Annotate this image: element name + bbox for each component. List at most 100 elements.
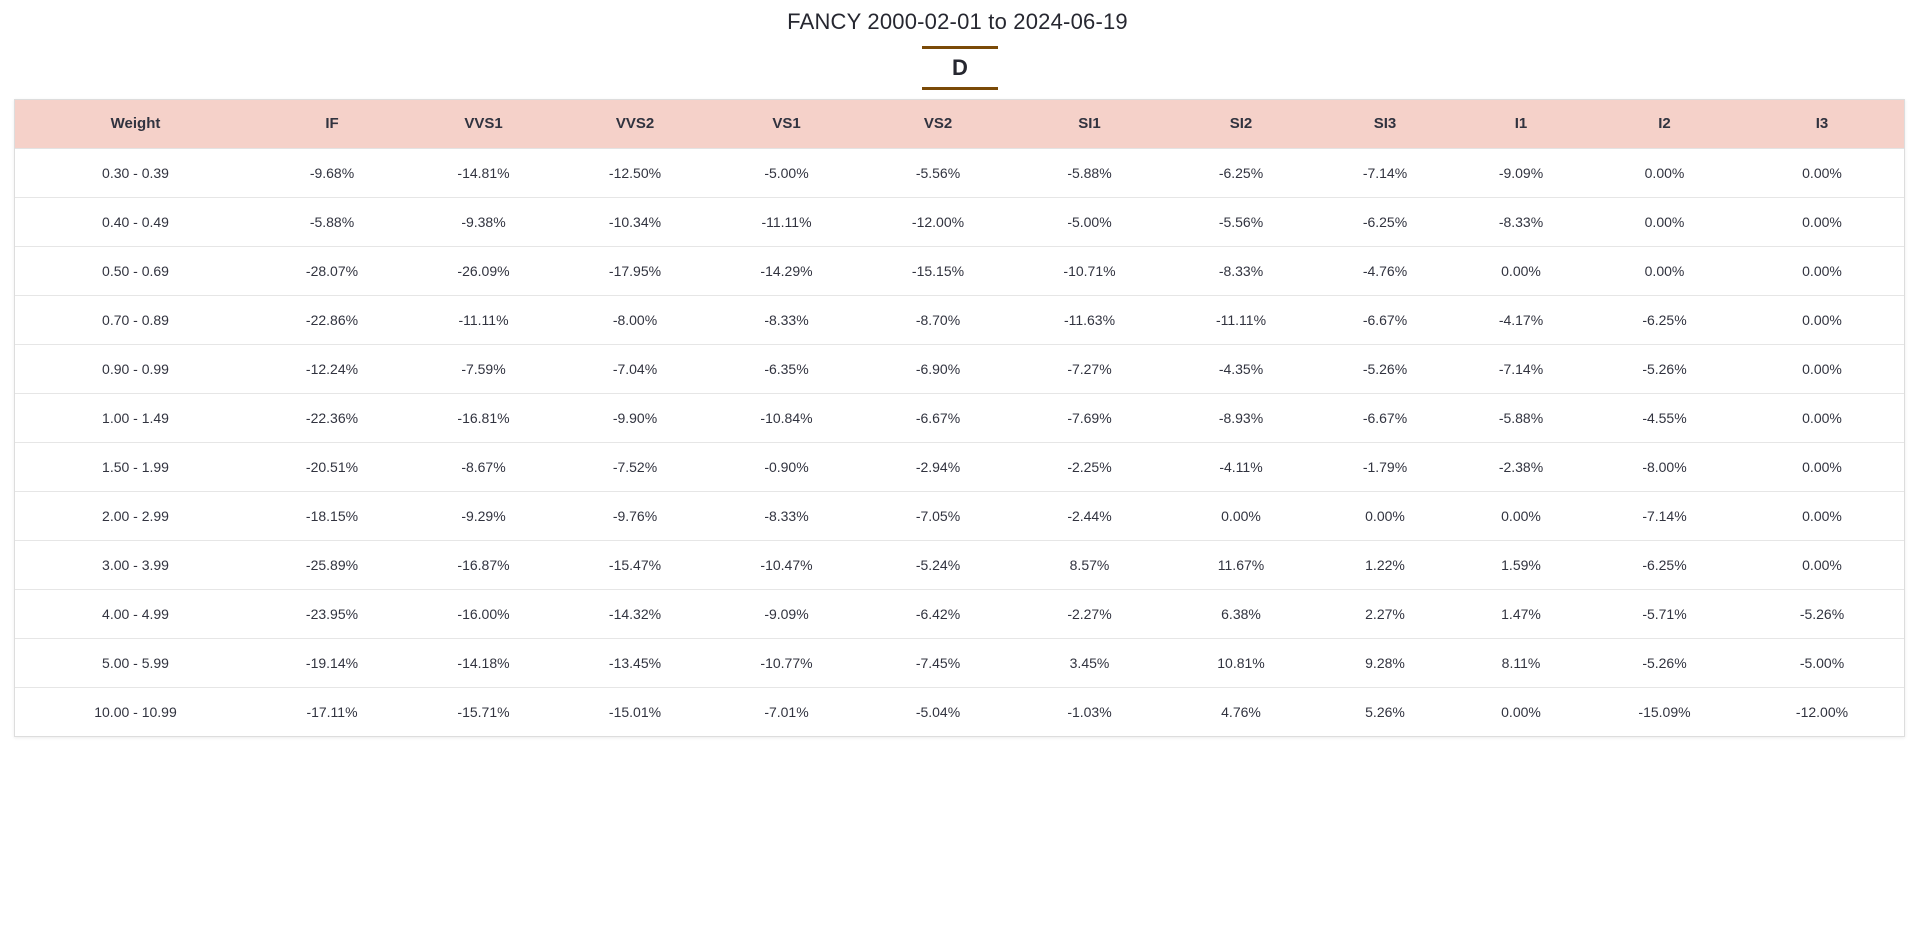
column-header-vvs2[interactable]: VVS2 <box>559 100 711 149</box>
weight-cell: 0.50 - 0.69 <box>102 262 169 279</box>
value-cell: -12.50% <box>608 164 662 181</box>
value-cell: -10.77% <box>760 654 813 671</box>
value-cell: -19.14% <box>305 654 359 671</box>
table-row: 5.00 - 5.99 -19.14% -14.18% -13.45% -10.77% -… <box>15 638 1904 687</box>
value-cell: -5.88% <box>1498 409 1544 426</box>
value-cell: -9.90% <box>612 409 658 426</box>
value-cell: -6.25% <box>1362 213 1408 230</box>
value-cell: -8.00% <box>1642 458 1687 475</box>
value-cell: -1.79% <box>1362 458 1408 475</box>
value-cell: -25.89% <box>305 556 359 573</box>
value-cell: -6.35% <box>764 360 809 377</box>
column-header-i2[interactable]: I2 <box>1589 100 1740 149</box>
value-cell: -16.81% <box>457 409 510 426</box>
value-cell: -17.95% <box>608 262 662 279</box>
value-cell: 0.00% <box>1802 164 1842 181</box>
value-cell: -5.26% <box>1799 605 1845 622</box>
column-header-si2[interactable]: SI2 <box>1165 100 1317 149</box>
value-cell: -10.34% <box>608 213 662 230</box>
value-cell: 0.00% <box>1802 360 1842 377</box>
weight-cell: 0.70 - 0.89 <box>102 311 169 328</box>
value-cell: -15.01% <box>608 703 662 720</box>
value-cell: -9.09% <box>1498 164 1544 181</box>
value-cell: 6.38% <box>1221 605 1261 622</box>
value-cell: -28.07% <box>305 262 359 279</box>
value-cell: -5.00% <box>1067 213 1112 230</box>
value-cell: -7.14% <box>1498 360 1544 377</box>
value-cell: -6.25% <box>1642 311 1687 328</box>
value-cell: -5.04% <box>915 703 961 720</box>
value-cell: -7.27% <box>1067 360 1112 377</box>
value-cell: 0.00% <box>1644 164 1685 181</box>
table-header-row: Weight IF VVS1 VVS2 VS1 VS2 SI1 SI2 SI3 I1 I2 I3 <box>15 100 1904 149</box>
value-cell: -5.26% <box>1642 360 1687 377</box>
value-cell: -7.52% <box>612 458 658 475</box>
weight-cell: 2.00 - 2.99 <box>102 507 169 524</box>
value-cell: -9.76% <box>612 507 658 524</box>
table-row: 0.40 - 0.49 -5.88% -9.38% -10.34% -11.11% -12… <box>15 197 1904 246</box>
value-cell: -5.71% <box>1642 605 1687 622</box>
column-header-weight[interactable]: Weight <box>15 100 256 149</box>
value-cell: -6.67% <box>915 409 961 426</box>
value-cell: -17.11% <box>306 703 358 720</box>
value-cell: -9.09% <box>764 605 809 622</box>
value-cell: 0.00% <box>1802 409 1842 426</box>
column-header-vs2[interactable]: VS2 <box>862 100 1014 149</box>
value-cell: -13.45% <box>608 654 662 671</box>
value-cell: -9.29% <box>461 507 506 524</box>
value-cell: 2.27% <box>1365 605 1405 622</box>
value-cell: 8.11% <box>1501 654 1541 671</box>
value-cell: -14.18% <box>457 654 510 671</box>
column-header-si1[interactable]: SI1 <box>1014 100 1165 149</box>
value-cell: -6.90% <box>915 360 961 377</box>
table-body: 0.30 - 0.39 -9.68% -14.81% -12.50% -5.00% -5.… <box>15 148 1904 736</box>
tab-d[interactable]: D <box>922 46 998 90</box>
value-cell: -16.00% <box>457 605 510 622</box>
value-cell: 0.00% <box>1501 507 1541 524</box>
column-header-si3[interactable]: SI3 <box>1317 100 1453 149</box>
weight-cell: 0.30 - 0.39 <box>102 164 169 181</box>
value-cell: -5.00% <box>1799 654 1845 671</box>
weight-cell: 0.90 - 0.99 <box>102 360 169 377</box>
value-cell: -23.95% <box>305 605 359 622</box>
value-cell: 9.28% <box>1365 654 1405 671</box>
value-cell: 0.00% <box>1501 262 1541 279</box>
table-row: 4.00 - 4.99 -23.95% -16.00% -14.32% -9.09% -6… <box>15 589 1904 638</box>
weight-cell: 0.40 - 0.49 <box>102 213 169 230</box>
table-row: 1.50 - 1.99 -20.51% -8.67% -7.52% -0.90% -2.9… <box>15 442 1904 491</box>
table-row: 2.00 - 2.99 -18.15% -9.29% -9.76% -8.33% -7.0… <box>15 491 1904 540</box>
value-cell: -2.27% <box>1067 605 1112 622</box>
value-cell: -8.67% <box>461 458 506 475</box>
value-cell: -5.88% <box>1067 164 1112 181</box>
data-table-container: Weight IF VVS1 VVS2 VS1 VS2 SI1 SI2 SI3 I1 I2 I3 0.… <box>14 99 1905 737</box>
value-cell: -9.68% <box>309 164 355 181</box>
column-header-i1[interactable]: I1 <box>1453 100 1589 149</box>
value-cell: -15.47% <box>608 556 662 573</box>
column-header-vs1[interactable]: VS1 <box>711 100 862 149</box>
value-cell: -11.63% <box>1063 311 1116 328</box>
value-cell: 0.00% <box>1644 262 1685 279</box>
value-cell: -7.01% <box>764 703 809 720</box>
value-cell: 0.00% <box>1802 311 1842 328</box>
value-cell: -14.32% <box>608 605 662 622</box>
value-cell: -14.29% <box>760 262 813 279</box>
value-cell: 0.00% <box>1802 556 1842 573</box>
value-cell: 5.26% <box>1365 703 1405 720</box>
value-cell: -11.11% <box>1215 311 1267 328</box>
value-cell: -1.03% <box>1067 703 1112 720</box>
value-cell: -4.55% <box>1642 409 1687 426</box>
column-header-i3[interactable]: I3 <box>1740 100 1904 149</box>
value-cell: -7.05% <box>915 507 961 524</box>
value-cell: 0.00% <box>1365 507 1405 524</box>
value-cell: -7.59% <box>461 360 506 377</box>
value-cell: -7.45% <box>915 654 961 671</box>
value-cell: -6.67% <box>1362 311 1408 328</box>
value-cell: -7.69% <box>1067 409 1112 426</box>
column-header-vvs1[interactable]: VVS1 <box>408 100 559 149</box>
table-row: 0.90 - 0.99 -12.24% -7.59% -7.04% -6.35% -6.9… <box>15 344 1904 393</box>
value-cell: -6.25% <box>1642 556 1687 573</box>
value-cell: 11.67% <box>1217 556 1265 573</box>
value-cell: -15.09% <box>1638 703 1691 720</box>
column-header-if[interactable]: IF <box>256 100 408 149</box>
value-cell: -8.93% <box>1218 409 1264 426</box>
